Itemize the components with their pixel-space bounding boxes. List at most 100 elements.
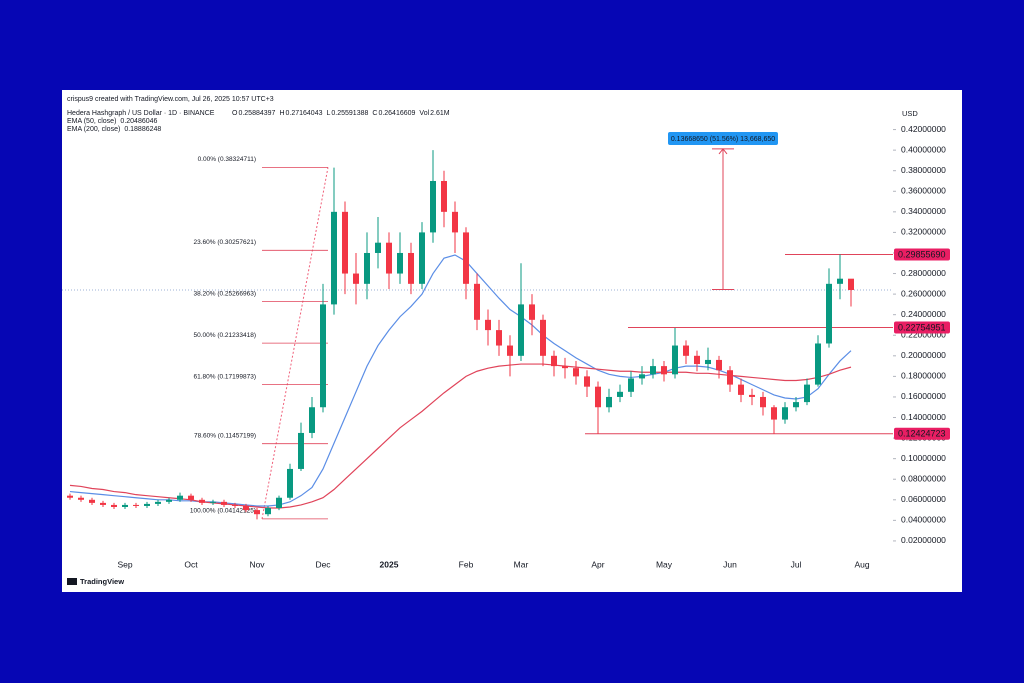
- candle-body: [826, 283, 832, 344]
- legend-value: 0.20486046: [120, 118, 157, 125]
- x-tick-label: 2025: [380, 559, 399, 569]
- candle-body: [144, 503, 150, 506]
- candle-body: [166, 499, 172, 502]
- candle-body: [463, 232, 469, 284]
- credit: crispus9 created with TradingView.com, J…: [67, 96, 274, 103]
- ohlc-key: L: [326, 110, 330, 117]
- candle-body: [100, 502, 106, 505]
- fib-label: 38.20% (0.25266963): [193, 290, 256, 297]
- candle-body: [661, 366, 667, 375]
- candle-body: [573, 368, 579, 377]
- candle-body: [760, 396, 766, 408]
- x-tick-label: Dec: [315, 559, 331, 569]
- candle-body: [78, 497, 84, 500]
- candle-body: [474, 283, 480, 320]
- candle-body: [67, 495, 73, 498]
- candle-body: [298, 432, 304, 469]
- candle-body: [243, 505, 249, 511]
- measure-label: 0.13668650 (51.56%) 13,668,650: [671, 136, 775, 143]
- brand-logo: [67, 578, 77, 585]
- legend-name: EMA (50, close): [67, 118, 116, 125]
- x-tick-label: Apr: [591, 559, 604, 569]
- candle-body: [507, 345, 513, 356]
- candle-body: [287, 468, 293, 498]
- candle-body: [727, 370, 733, 385]
- ohlc-key: H: [279, 110, 284, 117]
- y-tick-label: 0.22000000: [901, 330, 946, 340]
- candle-body: [419, 232, 425, 284]
- y-tick-label: 0.08000000: [901, 473, 946, 483]
- candle-body: [199, 499, 205, 503]
- candle-body: [815, 343, 821, 385]
- candle-body: [705, 359, 711, 365]
- x-tick-label: May: [656, 559, 673, 569]
- candle-body: [122, 504, 128, 507]
- ohlc-value: 0.26416609: [378, 110, 415, 117]
- candle-body: [716, 359, 722, 371]
- fib-label: 100.00% (0.04142125): [190, 508, 256, 515]
- candle-body: [221, 501, 227, 505]
- candle-body: [452, 211, 458, 233]
- candle-body: [551, 355, 557, 367]
- y-tick-label: 0.02000000: [901, 535, 946, 545]
- y-tick-label: 0.06000000: [901, 494, 946, 504]
- candle-body: [276, 497, 282, 509]
- y-tick-label: 0.42000000: [901, 124, 946, 134]
- candle-body: [430, 180, 436, 233]
- candle-body: [529, 304, 535, 320]
- candle-body: [595, 386, 601, 408]
- ohlc-value: 0.27164043: [286, 110, 323, 117]
- candle-body: [408, 252, 414, 284]
- candle-body: [331, 211, 337, 305]
- ohlc-value: 0.25591388: [331, 110, 368, 117]
- y-tick-label: 0.26000000: [901, 288, 946, 298]
- ohlc-value: 0.25884397: [238, 110, 275, 117]
- candle-body: [309, 407, 315, 433]
- candle-body: [265, 508, 271, 515]
- candle-body: [837, 278, 843, 284]
- fib-label: 61.80% (0.17199873): [193, 373, 256, 380]
- candle-body: [364, 252, 370, 284]
- candle-body: [111, 504, 117, 507]
- price-tag-label: 0.22754951: [898, 322, 946, 332]
- currency: USD: [902, 109, 918, 118]
- candle-body: [518, 304, 524, 356]
- x-tick-label: Oct: [184, 559, 198, 569]
- x-tick-label: Sep: [117, 559, 132, 569]
- y-tick-label: 0.34000000: [901, 206, 946, 216]
- price-tag: [894, 321, 950, 334]
- candle-body: [683, 345, 689, 356]
- x-tick-label: Jun: [723, 559, 737, 569]
- legend-name: EMA (200, close): [67, 126, 120, 133]
- y-tick-label: 0.10000000: [901, 453, 946, 463]
- candle-body: [485, 319, 491, 331]
- measure-arrowhead: [718, 148, 728, 155]
- candle-body: [342, 211, 348, 274]
- candle-body: [254, 510, 260, 515]
- candle-body: [562, 366, 568, 369]
- candle-body: [386, 242, 392, 274]
- y-tick-label: 0.40000000: [901, 144, 946, 154]
- fib-label: 50.00% (0.21233418): [193, 332, 256, 339]
- candle-body: [320, 304, 326, 408]
- price-tag-label: 0.12424723: [898, 429, 946, 439]
- y-tick-label: 0.36000000: [901, 186, 946, 196]
- candle-body: [650, 366, 656, 375]
- y-tick-label: 0.14000000: [901, 412, 946, 422]
- y-tick-label: 0.04000000: [901, 515, 946, 525]
- brand: TradingView: [67, 577, 124, 586]
- candle-body: [617, 391, 623, 397]
- measure-box: [668, 132, 778, 145]
- candle-body: [177, 495, 183, 500]
- x-tick-label: Aug: [854, 559, 869, 569]
- fib-label: 0.00% (0.38324711): [198, 156, 256, 163]
- x-tick-label: Mar: [514, 559, 529, 569]
- ohlc-value: 2.61M: [430, 110, 450, 117]
- candle-body: [188, 495, 194, 500]
- candle-body: [749, 394, 755, 397]
- price-tag: [894, 427, 950, 440]
- candle-body: [210, 501, 216, 503]
- x-tick-label: Feb: [459, 559, 474, 569]
